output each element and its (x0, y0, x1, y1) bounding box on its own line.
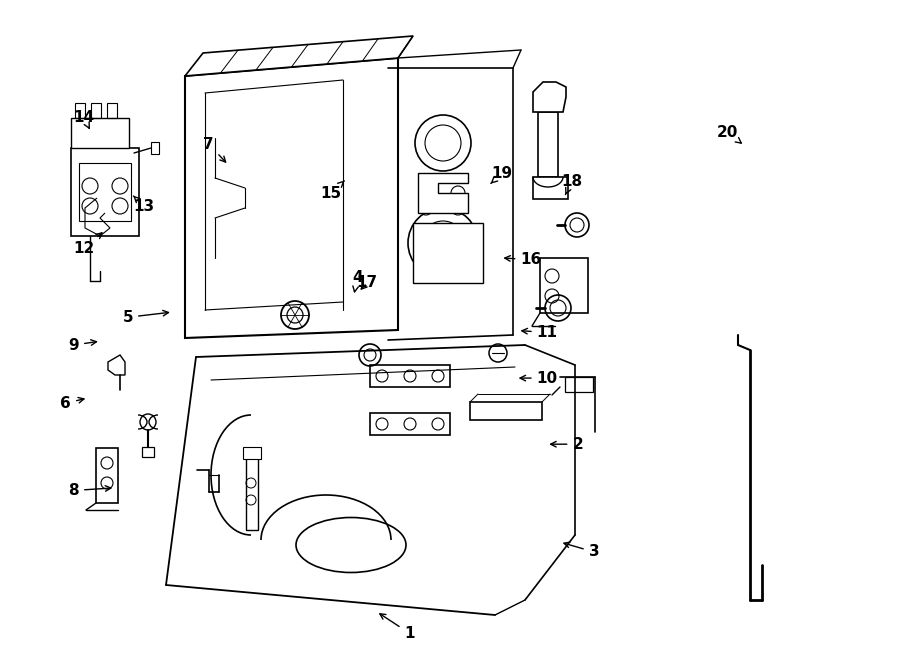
Text: 3: 3 (564, 542, 599, 559)
Polygon shape (533, 82, 566, 112)
Bar (243, 447, 261, 459)
Text: 7: 7 (203, 137, 226, 162)
Text: 6: 6 (60, 396, 84, 410)
Bar (151, 142, 159, 154)
Polygon shape (142, 447, 154, 457)
Bar (71, 148, 139, 236)
Text: 9: 9 (68, 338, 96, 352)
Bar (470, 402, 542, 420)
Text: 17: 17 (356, 276, 378, 290)
Bar (538, 112, 558, 177)
Text: 8: 8 (68, 483, 111, 498)
Bar (540, 258, 588, 313)
Bar (75, 103, 85, 118)
Text: 16: 16 (505, 253, 542, 267)
Text: 15: 15 (320, 181, 345, 200)
Bar (107, 103, 117, 118)
Text: 12: 12 (73, 233, 102, 256)
Text: 20: 20 (716, 125, 742, 143)
Bar (565, 377, 593, 392)
Polygon shape (185, 58, 398, 338)
Bar (370, 413, 450, 435)
Text: 10: 10 (520, 371, 558, 385)
Text: 4: 4 (352, 270, 363, 292)
Bar (96, 448, 118, 503)
Bar (79, 163, 131, 221)
Text: 5: 5 (122, 310, 168, 325)
Bar (533, 177, 568, 199)
Text: 14: 14 (73, 110, 94, 128)
Text: 1: 1 (380, 614, 415, 641)
Text: 13: 13 (133, 196, 155, 214)
Text: 18: 18 (561, 175, 582, 194)
Polygon shape (185, 36, 413, 76)
Bar (246, 455, 258, 530)
Text: 2: 2 (551, 437, 583, 451)
Bar (370, 365, 450, 387)
Polygon shape (418, 173, 468, 213)
Bar (413, 223, 483, 283)
Bar (91, 103, 101, 118)
Bar (71, 118, 129, 148)
Text: 11: 11 (522, 325, 558, 340)
Polygon shape (108, 355, 125, 375)
Text: 19: 19 (491, 166, 513, 184)
